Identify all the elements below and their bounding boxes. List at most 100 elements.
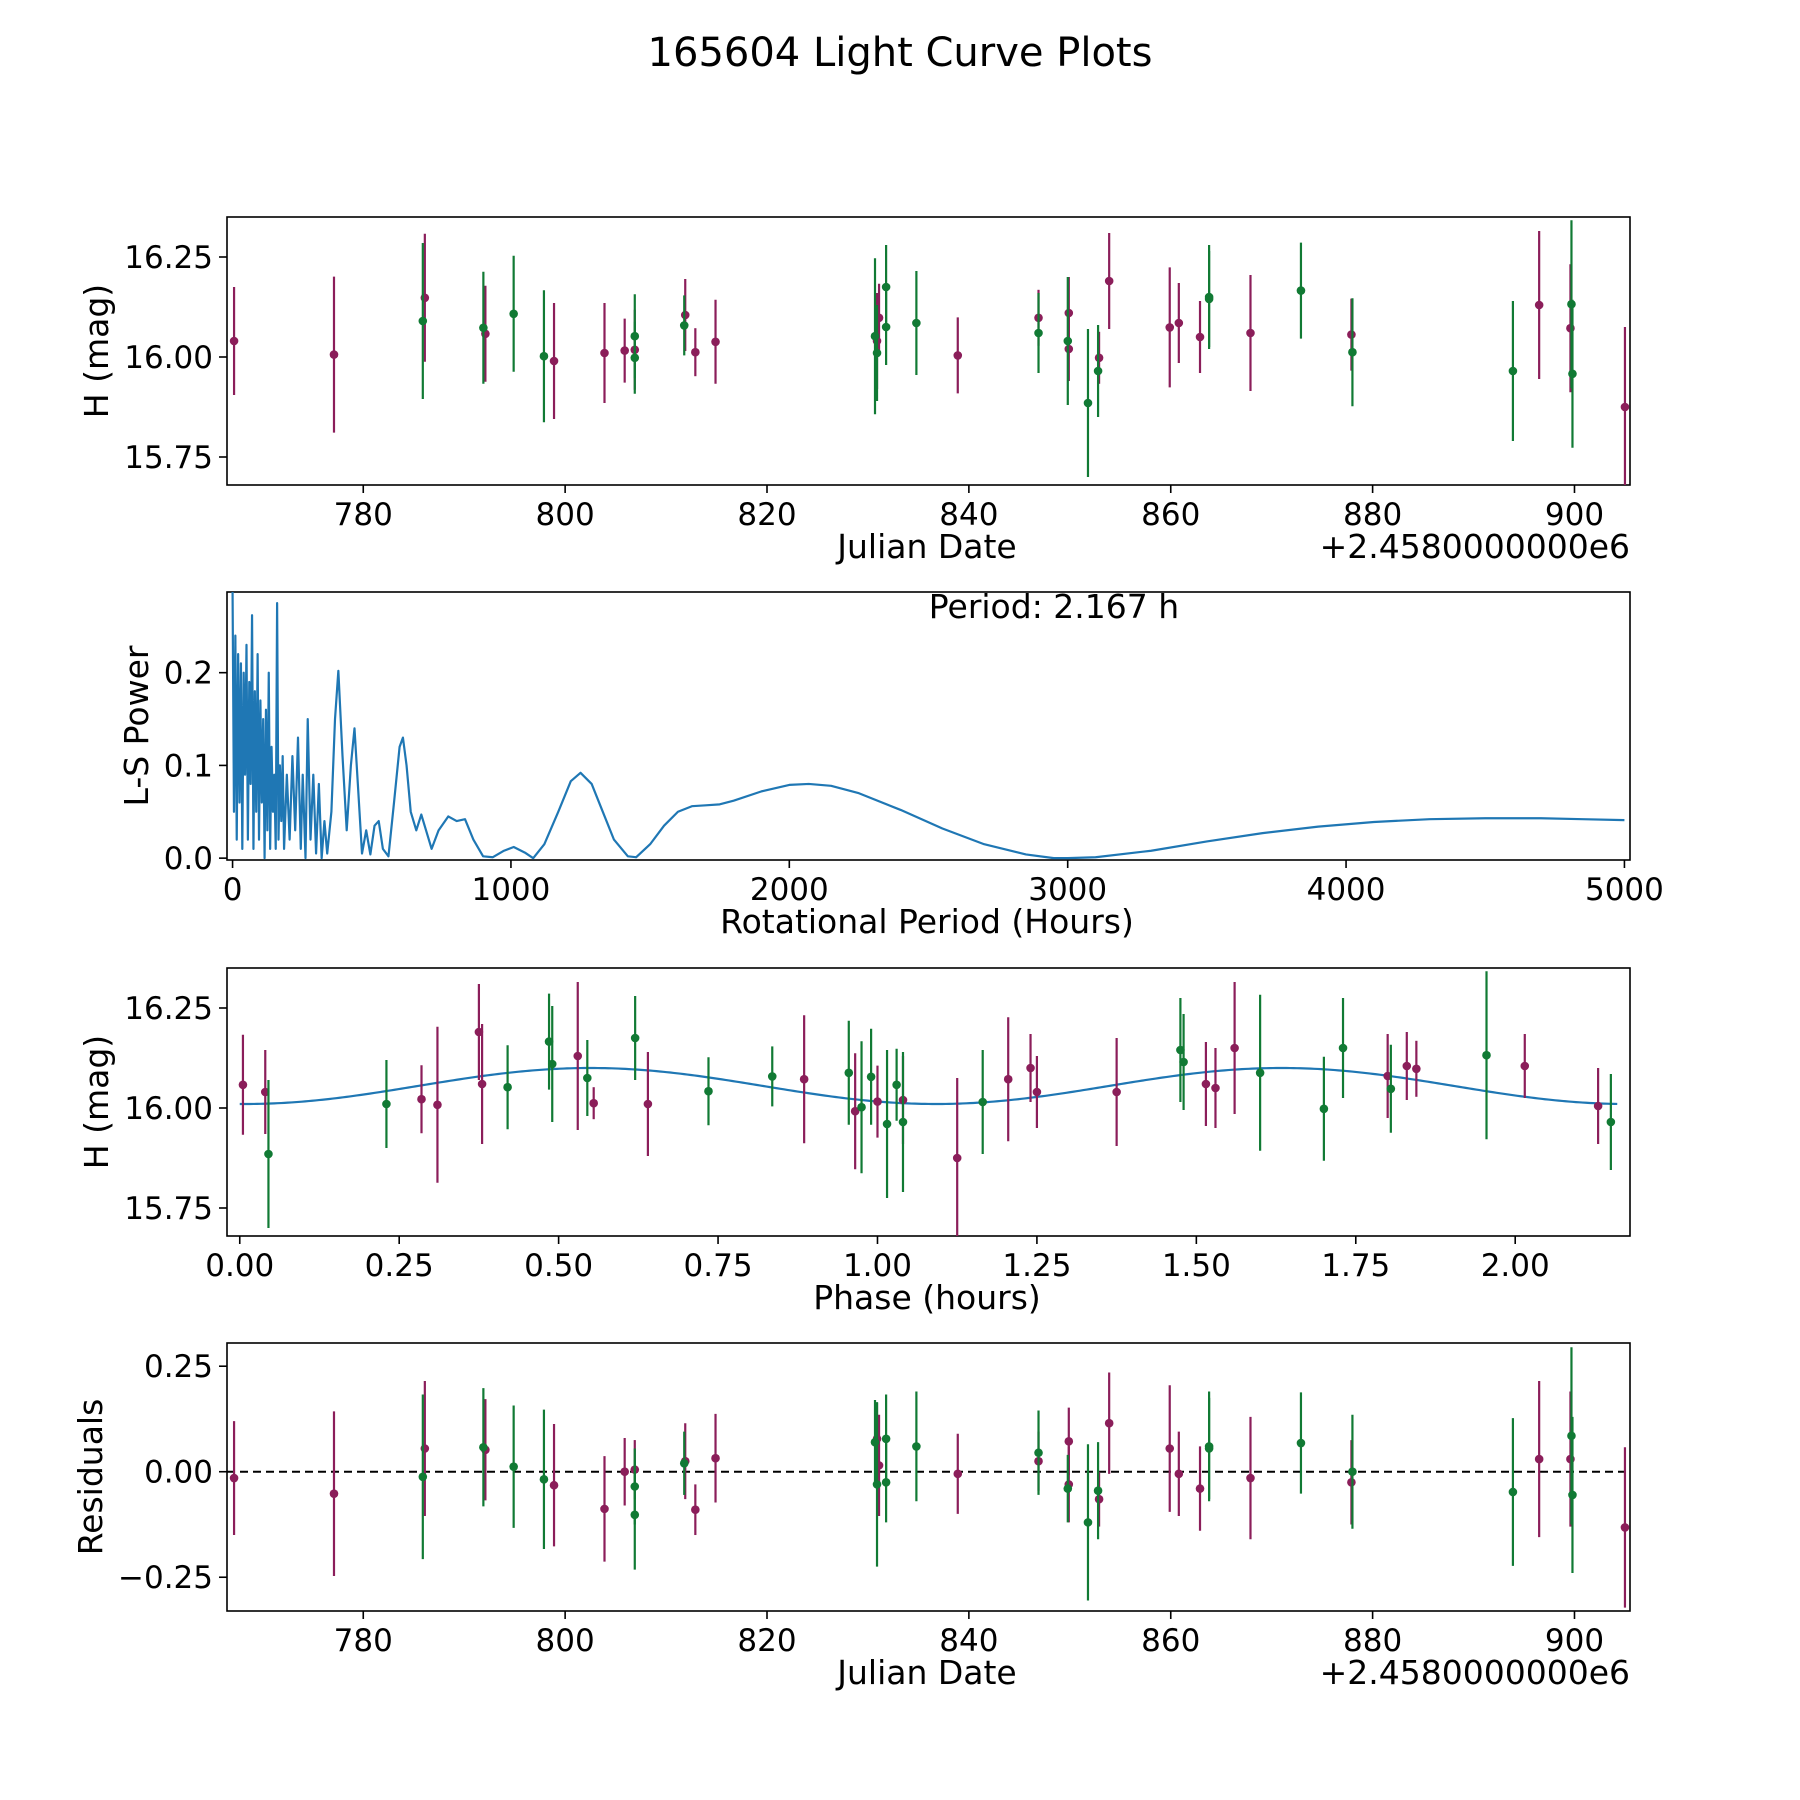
data-point — [503, 1082, 512, 1092]
data-point — [1179, 1057, 1188, 1067]
data-point — [844, 1068, 854, 1078]
data-point — [1386, 1084, 1396, 1094]
data-point — [1620, 1523, 1630, 1532]
periodogram-y-tick-label: 0.2 — [164, 656, 213, 692]
residuals-x-tick-label: 780 — [334, 1623, 393, 1659]
data-point — [1534, 1454, 1544, 1464]
data-point — [1246, 328, 1255, 338]
data-point — [1032, 1087, 1042, 1097]
data-point — [229, 336, 239, 346]
data-point — [1064, 1437, 1074, 1446]
data-point — [1104, 1418, 1114, 1428]
data-point — [620, 346, 629, 355]
data-point — [238, 1080, 248, 1090]
data-point — [1211, 1083, 1220, 1093]
data-point — [1083, 398, 1093, 408]
lightcurve-x-tick-label: 820 — [737, 497, 796, 533]
data-point — [1246, 1473, 1255, 1483]
residuals-y-tick-label: 0.25 — [144, 1349, 213, 1385]
residuals-xlabel: Julian Date — [835, 1653, 1017, 1692]
phased-x-tick-label: 1.75 — [1321, 1248, 1390, 1284]
data-point — [873, 1097, 882, 1106]
data-point — [912, 318, 921, 328]
phased-frame — [226, 967, 1631, 1237]
data-point — [630, 1510, 640, 1520]
periodogram-x-tick-label: 4000 — [1307, 872, 1386, 908]
residuals-panel: Julian Date Residuals +2.4580000000e6 78… — [71, 1342, 1631, 1692]
data-point — [1348, 347, 1357, 357]
data-point — [539, 351, 549, 361]
data-point — [952, 1153, 962, 1163]
data-point — [1201, 1079, 1211, 1089]
data-point — [418, 316, 428, 326]
data-point — [881, 282, 891, 292]
periodogram-y-tick-label: 0.0 — [164, 841, 213, 877]
phased-y-tick-label: 16.25 — [124, 991, 213, 1027]
data-point — [892, 1080, 901, 1090]
data-point — [1174, 318, 1184, 328]
phased-y-tick-label: 16.00 — [124, 1091, 213, 1127]
data-point — [1593, 1101, 1603, 1111]
data-point — [509, 309, 518, 319]
data-point — [691, 1505, 700, 1515]
data-point — [1568, 369, 1577, 379]
data-point — [711, 337, 720, 347]
data-point — [329, 350, 339, 359]
periodogram-ylabel: L-S Power — [117, 645, 156, 806]
data-point — [573, 1051, 583, 1061]
data-point — [872, 348, 882, 358]
data-point — [1520, 1061, 1530, 1071]
data-point — [1034, 1448, 1043, 1458]
periodogram-frame — [226, 591, 1631, 861]
data-point — [433, 1100, 442, 1110]
data-point — [1348, 1467, 1357, 1477]
residuals-y-tick-label: −0.25 — [118, 1560, 213, 1596]
data-point — [882, 1119, 892, 1129]
data-point — [898, 1117, 908, 1127]
data-point — [264, 1149, 273, 1159]
data-point — [1204, 294, 1214, 304]
data-point — [872, 1480, 882, 1489]
residuals-frame — [226, 1342, 1631, 1612]
data-point — [1296, 1438, 1306, 1448]
data-point — [1093, 366, 1103, 376]
data-point — [679, 321, 689, 330]
data-point — [953, 351, 963, 360]
data-point — [1093, 1486, 1103, 1496]
data-point — [799, 1074, 809, 1084]
lightcurve-x-tick-label: 840 — [939, 497, 998, 533]
data-point — [1063, 1484, 1073, 1493]
residuals-ylabel: Residuals — [71, 1399, 110, 1556]
phased-plot-area — [238, 971, 1618, 1236]
phased-ylabel: H (mag) — [77, 1035, 116, 1169]
data-point — [547, 1059, 557, 1069]
data-point — [479, 323, 488, 333]
residuals-y-tick-label: 0.00 — [144, 1455, 213, 1491]
data-point — [549, 356, 559, 366]
light-curve-panel: Julian Date H (mag) +2.4580000000e6 780 8… — [77, 216, 1631, 566]
data-point — [509, 1462, 518, 1471]
lightcurve-plot-area — [229, 220, 1630, 485]
lightcurve-y-tick-label: 15.75 — [124, 440, 213, 476]
data-point — [953, 1469, 963, 1479]
data-point — [1063, 336, 1073, 346]
data-point — [382, 1099, 391, 1109]
data-point — [589, 1098, 598, 1108]
data-point — [477, 1079, 487, 1089]
data-point — [1508, 366, 1518, 376]
lightcurve-x-tick-label: 800 — [536, 497, 595, 533]
phased-x-tick-label: 0.00 — [205, 1248, 274, 1284]
data-point — [1165, 323, 1175, 332]
data-point — [691, 347, 700, 357]
data-point — [329, 1489, 339, 1498]
data-point — [1174, 1469, 1184, 1479]
data-point — [704, 1086, 713, 1096]
residuals-x-tick-label: 820 — [737, 1623, 796, 1659]
periodogram-x-tick-label: 5000 — [1585, 872, 1664, 908]
phased-x-tick-label: 1.00 — [843, 1248, 912, 1284]
data-point — [1026, 1063, 1035, 1073]
data-point — [630, 1033, 640, 1043]
period-annotation: Period: 2.167 h — [929, 587, 1179, 626]
periodogram-y-tick-label: 0.1 — [164, 748, 213, 784]
data-point — [1508, 1487, 1518, 1497]
